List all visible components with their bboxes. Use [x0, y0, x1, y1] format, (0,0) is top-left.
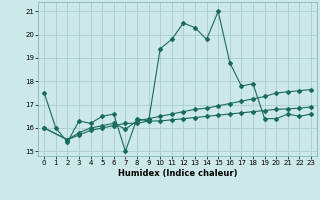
X-axis label: Humidex (Indice chaleur): Humidex (Indice chaleur): [118, 169, 237, 178]
